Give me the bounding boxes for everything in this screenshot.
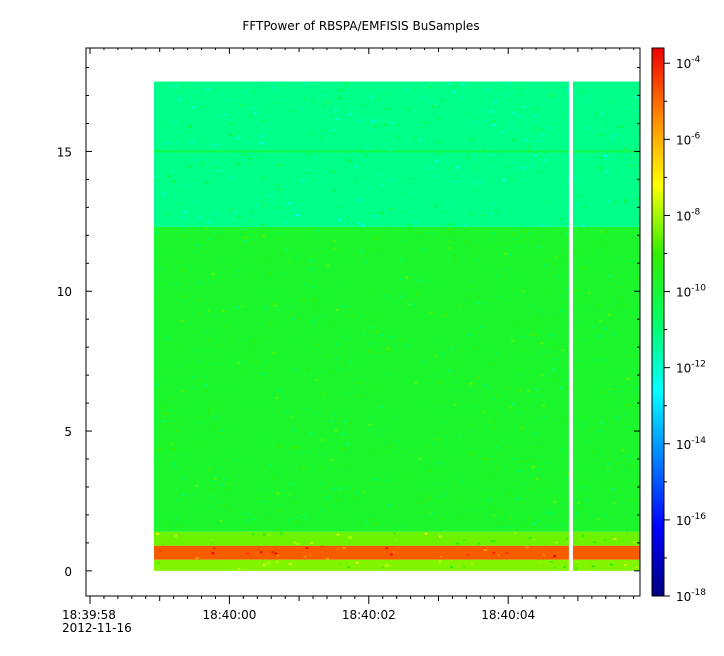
data-gap bbox=[568, 81, 573, 571]
x-start-date-label: 2012-11-16 bbox=[62, 621, 132, 635]
x-axis: 18:40:00 18:40:02 18:40:04 bbox=[89, 48, 635, 622]
y-tick-label-3: 15 bbox=[57, 145, 72, 159]
colorbar-tick-label-7: 10-18 bbox=[676, 588, 706, 604]
spectrum-band-3 bbox=[154, 226, 640, 532]
colorbar-tick-label-4: 10-12 bbox=[676, 360, 706, 376]
colorbar-tick-label-1: 10-6 bbox=[676, 131, 701, 147]
spectrum-band-2 bbox=[154, 531, 640, 546]
y-axis: 0 5 10 15 bbox=[57, 67, 640, 579]
y-tick-label-1: 5 bbox=[64, 425, 72, 439]
chart-title: FFTPower of RBSPA/EMFISIS BuSamples bbox=[242, 19, 479, 33]
colorbar-tick-label-6: 10-16 bbox=[676, 512, 706, 528]
y-tick-label-0: 0 bbox=[64, 565, 72, 579]
spectrum-texture bbox=[154, 81, 640, 570]
x-tick-label-0: 18:40:00 bbox=[202, 608, 256, 622]
y-tick-label-2: 10 bbox=[57, 285, 72, 299]
spectrum-band-4 bbox=[154, 81, 640, 227]
colorbar-tick-label-5: 10-14 bbox=[676, 436, 706, 452]
spectrum-band-1 bbox=[154, 545, 640, 560]
spectrum-band-0 bbox=[154, 559, 640, 571]
colorbar bbox=[651, 47, 665, 597]
spectral-line bbox=[154, 150, 640, 153]
x-tick-label-1: 18:40:02 bbox=[342, 608, 396, 622]
colorbar-tick-label-3: 10-10 bbox=[676, 284, 706, 300]
spectrogram-image bbox=[154, 81, 640, 571]
colorbar-tick-label-0: 10-4 bbox=[676, 55, 701, 71]
x-tick-label-2: 18:40:04 bbox=[481, 608, 535, 622]
colorbar-tick-label-2: 10-8 bbox=[676, 207, 701, 223]
colorbar-axis: 10-4 10-6 10-8 10-10 10-12 10-14 10-16 10-18 bbox=[664, 55, 706, 604]
plot-frame bbox=[85, 47, 641, 597]
x-start-time-label: 18:39:58 bbox=[62, 608, 116, 622]
